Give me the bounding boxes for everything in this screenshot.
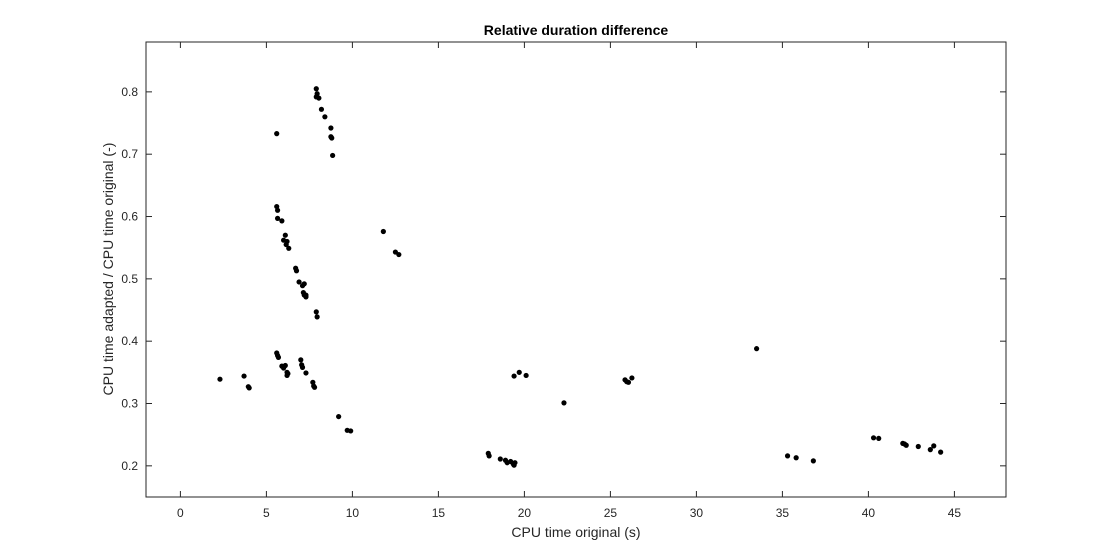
data-point (274, 215, 281, 221)
data-point (303, 370, 309, 376)
data-point (293, 268, 300, 274)
data-points (217, 86, 944, 468)
data-point (322, 114, 328, 120)
data-point (241, 373, 247, 379)
data-point (329, 135, 335, 141)
y-tick-label: 0.5 (121, 272, 138, 286)
data-point (625, 379, 632, 385)
data-point (286, 245, 292, 251)
x-axis: 0 5 10 15 20 25 30 35 40 45 (177, 42, 961, 520)
data-point (754, 346, 760, 352)
x-tick-label: 30 (690, 506, 704, 520)
data-point (380, 228, 386, 235)
data-point (938, 449, 944, 455)
x-tick-label: 15 (432, 506, 446, 520)
x-tick-label: 0 (177, 506, 184, 520)
data-point (516, 369, 522, 375)
data-point (336, 413, 342, 420)
data-point (285, 370, 291, 377)
data-point (284, 238, 290, 245)
x-tick-label: 20 (518, 506, 532, 520)
data-point (296, 279, 302, 285)
data-point (274, 131, 280, 137)
y-tick-label: 0.4 (121, 334, 138, 348)
data-point (246, 385, 252, 391)
data-point (870, 435, 877, 441)
data-point (328, 125, 334, 131)
x-tick-label: 35 (776, 506, 790, 520)
data-point (348, 428, 354, 434)
data-point (282, 232, 288, 238)
x-tick-label: 45 (948, 506, 962, 520)
data-point (275, 354, 282, 360)
data-point (512, 460, 518, 466)
data-point (629, 375, 635, 381)
y-axis: 0.2 0.3 0.4 0.5 0.6 0.7 0.8 (121, 85, 1006, 473)
y-tick-label: 0.3 (121, 397, 138, 411)
data-point (793, 455, 799, 461)
data-point (330, 152, 336, 159)
y-tick-label: 0.2 (121, 459, 138, 473)
data-point (299, 364, 306, 370)
data-point (314, 314, 320, 320)
data-point (561, 400, 567, 406)
data-point (311, 384, 318, 390)
data-point (497, 456, 503, 462)
data-point (810, 458, 816, 464)
data-point (274, 207, 281, 213)
y-axis-label: CPU time adapted / CPU time original (-) (100, 143, 116, 396)
data-point (279, 218, 285, 224)
x-tick-label: 40 (862, 506, 876, 520)
data-point (876, 435, 882, 442)
data-point (313, 86, 319, 92)
data-point (303, 292, 309, 298)
y-tick-label: 0.8 (121, 85, 138, 99)
data-point (523, 372, 529, 379)
data-point (301, 281, 307, 287)
x-axis-label: CPU time original (s) (511, 524, 640, 540)
plot-area (145, 41, 1007, 498)
y-tick-label: 0.7 (121, 147, 138, 161)
data-point (313, 309, 319, 315)
data-point (486, 453, 492, 459)
data-point (903, 442, 909, 448)
data-point (396, 251, 402, 258)
data-point (316, 95, 322, 101)
data-point (927, 447, 933, 453)
x-tick-label: 10 (346, 506, 360, 520)
data-point (318, 106, 325, 112)
x-tick-label: 25 (604, 506, 618, 520)
y-tick-label: 0.6 (121, 210, 138, 224)
data-point (282, 362, 288, 369)
data-point (915, 443, 921, 450)
data-point (931, 443, 937, 449)
data-point (298, 357, 304, 363)
chart-title: Relative duration difference (484, 22, 669, 38)
x-tick-label: 5 (263, 506, 270, 520)
data-point (217, 376, 223, 382)
data-point (784, 453, 791, 459)
data-point (511, 373, 517, 379)
